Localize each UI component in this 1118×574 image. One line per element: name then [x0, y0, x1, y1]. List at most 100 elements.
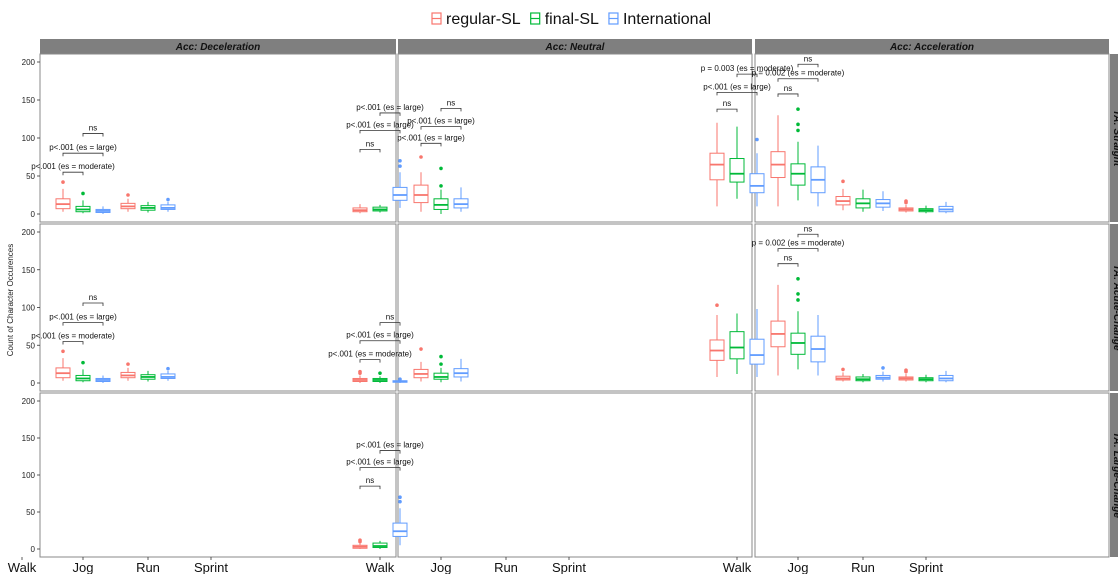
- box: [729, 331, 745, 360]
- bracket-line: [777, 78, 819, 82]
- panel-background: [397, 392, 753, 558]
- y-axis-label: Count of Character Occurences: [6, 244, 15, 357]
- significance-bracket: ns: [797, 224, 819, 238]
- boxplot-international-walk: [392, 377, 408, 383]
- significance-bracket: p = 0.002 (es = moderate): [752, 69, 845, 82]
- legend-label: regular-SL: [446, 11, 521, 28]
- facet-panel: ns p<.001 (es = large) p<.001 (es = large)…: [346, 53, 753, 223]
- significance-bracket: ns: [777, 254, 799, 267]
- bracket-label: ns: [89, 293, 97, 302]
- bracket-line: [359, 467, 401, 471]
- outlier-point: [398, 377, 402, 382]
- boxplot-regular-sl-walk: [709, 303, 725, 377]
- bracket-line: [359, 149, 381, 153]
- outlier-point: [358, 369, 362, 374]
- facet-panel: ns p<.001 (es = large) p = 0.003 (es = mod…: [701, 53, 1110, 223]
- outlier-point: [398, 495, 402, 500]
- bracket-line: [777, 248, 819, 252]
- boxplot-regular-sl-run: [835, 179, 851, 211]
- significance-bracket: p<.001 (es = moderate): [31, 331, 115, 345]
- x-tick-label: Jog: [431, 560, 452, 574]
- boxplot-international-run: [160, 366, 176, 381]
- bracket-line: [777, 93, 799, 97]
- bracket-label: p<.001 (es = large): [397, 133, 465, 142]
- outlier-point: [755, 137, 759, 142]
- bracket-line: [716, 108, 738, 113]
- boxplot-international-run: [875, 366, 891, 382]
- outlier-point: [796, 128, 800, 133]
- y-tick-label: 150: [22, 266, 36, 275]
- outlier-point: [439, 184, 443, 188]
- significance-bracket: ns: [379, 313, 401, 326]
- box: [749, 173, 765, 194]
- boxplot-regular-sl-walk: [352, 538, 368, 549]
- x-tick-label: Jog: [73, 560, 94, 574]
- significance-bracket: p<.001 (es = large): [49, 143, 117, 157]
- facet-strip-ta-straight: [1110, 54, 1118, 222]
- bracket-label: p<.001 (es = moderate): [31, 331, 115, 340]
- bracket-line: [359, 130, 401, 134]
- outlier-point: [841, 367, 845, 372]
- boxplot-final-sl-run: [855, 373, 871, 383]
- y-tick-label: 100: [22, 134, 36, 143]
- outlier-point: [398, 159, 402, 163]
- significance-bracket: p = 0.003 (es = moderate): [701, 64, 794, 78]
- facet-panel: Walk Jog Run Sprint: [723, 392, 1110, 574]
- bracket-label: ns: [89, 123, 97, 132]
- bracket-line: [359, 485, 381, 490]
- boxplot-final-sl-jog: [75, 191, 91, 214]
- bracket-label: ns: [784, 254, 792, 263]
- bracket-label: p<.001 (es = large): [346, 458, 414, 467]
- facet-strip-acc-neutral: [398, 39, 752, 54]
- bracket-line: [716, 92, 758, 96]
- outlier-point: [881, 366, 885, 370]
- y-tick-label: 0: [31, 545, 36, 554]
- significance-bracket: p<.001 (es = moderate): [31, 162, 115, 176]
- x-tick-label: Sprint: [194, 560, 228, 574]
- outlier-point: [796, 107, 800, 111]
- outlier-point: [61, 349, 65, 354]
- boxplot-regular-sl-run: [835, 367, 851, 382]
- boxplot-international-jog: [95, 375, 111, 383]
- y-tick-label: 50: [26, 172, 35, 181]
- significance-bracket: p = 0.002 (es = moderate): [752, 239, 845, 252]
- bracket-label: p<.001 (es = moderate): [328, 350, 412, 359]
- bracket-label: ns: [447, 98, 455, 107]
- bracket-label: p = 0.002 (es = moderate): [752, 239, 845, 248]
- bracket-line: [379, 450, 401, 454]
- bracket-label: p<.001 (es = large): [49, 143, 117, 152]
- boxplot-final-sl-jog: [790, 277, 806, 370]
- bracket-line: [797, 63, 819, 68]
- outlier-point: [439, 362, 443, 366]
- x-tick-label: Run: [851, 560, 875, 574]
- legend-item-regular-sl: regular-SL: [431, 11, 521, 28]
- box: [413, 184, 429, 204]
- outlier-point: [126, 193, 130, 197]
- significance-bracket: ns: [440, 98, 462, 112]
- bracket-line: [62, 152, 104, 157]
- bracket-line: [777, 263, 799, 267]
- bracket-label: p<.001 (es = large): [703, 82, 771, 91]
- outlier-point: [378, 371, 382, 375]
- bracket-line: [797, 233, 819, 238]
- bracket-line: [62, 171, 84, 176]
- bracket-label: p<.001 (es = large): [407, 117, 475, 126]
- bracket-label: ns: [366, 476, 374, 485]
- boxplot-final-sl-jog: [433, 166, 449, 214]
- boxplot-international-walk: [749, 137, 765, 207]
- bracket-label: ns: [804, 54, 812, 63]
- significance-bracket: ns: [359, 476, 381, 490]
- outlier-point: [796, 122, 800, 127]
- significance-bracket: p<.001 (es = large): [346, 458, 414, 471]
- facet-panel: 0 50 100 150 200 p<.001 (es = moderate) p<.001…: [22, 53, 397, 223]
- outlier-point: [796, 292, 800, 296]
- bracket-label: p = 0.003 (es = moderate): [701, 64, 794, 73]
- x-tick-label: Walk: [8, 560, 37, 574]
- boxplot-final-sl-run: [855, 189, 871, 212]
- boxplot-international-jog: [453, 187, 469, 212]
- boxplot-international-sprint: [938, 201, 954, 214]
- outlier-point: [358, 538, 362, 542]
- facet-panel: 0 50 100 150 200 Walk Jog Run Sprint: [8, 392, 397, 574]
- boxplot-final-sl-sprint: [918, 374, 934, 383]
- x-tick-label: Sprint: [909, 560, 943, 574]
